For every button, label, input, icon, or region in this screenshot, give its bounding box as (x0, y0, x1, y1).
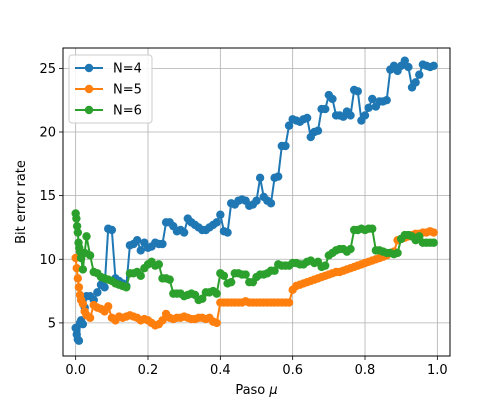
legend-marker (84, 63, 94, 73)
data-point (72, 214, 81, 223)
data-point (74, 283, 84, 292)
data-point (321, 261, 330, 270)
data-point (212, 218, 221, 227)
legend-label: N=4 (113, 62, 142, 77)
plot-frame (62, 47, 451, 357)
data-point (198, 294, 207, 303)
data-point (252, 196, 261, 205)
series-n-5 (71, 227, 438, 330)
y-tick-label: 5 (48, 316, 56, 331)
data-point (226, 277, 236, 287)
data-point (429, 238, 438, 247)
data-point (274, 172, 283, 181)
data-point (212, 289, 221, 298)
data-point (346, 111, 355, 120)
data-point (85, 313, 95, 323)
data-point (104, 302, 113, 311)
grid (63, 48, 450, 356)
data-point (429, 61, 438, 71)
legend-label: N=5 (113, 83, 142, 98)
data-point (415, 232, 424, 241)
data-point (78, 319, 88, 329)
data-point (400, 56, 409, 65)
data-point (415, 70, 424, 79)
data-point (321, 104, 330, 114)
data-point (382, 95, 391, 105)
x-tick-label: 0.8 (355, 363, 376, 378)
legend: N=4 N=5 N=6 (68, 54, 153, 124)
data-point (179, 228, 189, 237)
data-point (223, 228, 232, 237)
data-point (429, 228, 438, 237)
series-n-6 (71, 209, 438, 305)
x-tick-label: 0.2 (138, 363, 159, 378)
data-point (82, 232, 91, 241)
data-point (216, 210, 225, 219)
data-point (136, 246, 145, 255)
data-point (72, 221, 82, 231)
series-layer (71, 56, 438, 345)
data-point (411, 78, 420, 87)
data-point (78, 299, 88, 309)
x-tick-label: 0.4 (210, 363, 231, 378)
data-point (353, 87, 362, 96)
data-point (313, 126, 323, 135)
data-point (255, 173, 265, 183)
series-n-4 (71, 56, 438, 345)
x-tick-label: 0.6 (282, 363, 303, 378)
data-point (93, 288, 102, 297)
data-point (132, 235, 142, 245)
data-point (284, 298, 294, 307)
data-point (302, 113, 312, 123)
legend-label: N=6 (113, 104, 142, 119)
y-axis-label: Bit error rate (14, 160, 29, 244)
data-point (368, 224, 377, 233)
data-point (154, 260, 164, 269)
legend-marker (84, 105, 94, 115)
y-tick-label: 10 (39, 253, 56, 268)
data-point (281, 141, 290, 151)
data-point (158, 316, 167, 325)
x-tick-label: 1.0 (427, 363, 448, 378)
data-point (241, 270, 250, 279)
legend-marker (84, 84, 94, 94)
data-point (212, 318, 221, 328)
x-tick-label: 0.0 (65, 363, 86, 378)
data-point (85, 251, 95, 260)
data-point (404, 62, 413, 72)
data-point (100, 283, 109, 292)
data-point (122, 283, 131, 292)
data-point (364, 103, 373, 113)
data-point (284, 121, 294, 130)
data-point (393, 248, 402, 258)
data-point (270, 266, 279, 275)
data-point (219, 271, 229, 281)
data-point (346, 244, 355, 254)
x-axis-label: Paso μ (235, 383, 277, 398)
data-point (107, 225, 117, 235)
data-point (328, 94, 337, 104)
data-point (136, 271, 145, 281)
y-tick-label: 20 (39, 126, 56, 141)
y-tick-label: 15 (39, 189, 56, 204)
data-point (78, 265, 88, 274)
data-point (73, 274, 83, 283)
data-point (266, 199, 276, 208)
data-point (165, 275, 174, 284)
data-point (73, 228, 83, 237)
y-tick-label: 25 (39, 62, 56, 77)
data-point (158, 239, 167, 249)
axis-ticks: 0.0 0.2 0.4 0.6 0.8 1.0 5 10 15 20 25 (39, 62, 447, 378)
data-point (74, 336, 84, 345)
data-point (360, 111, 370, 120)
data-point (368, 94, 377, 104)
